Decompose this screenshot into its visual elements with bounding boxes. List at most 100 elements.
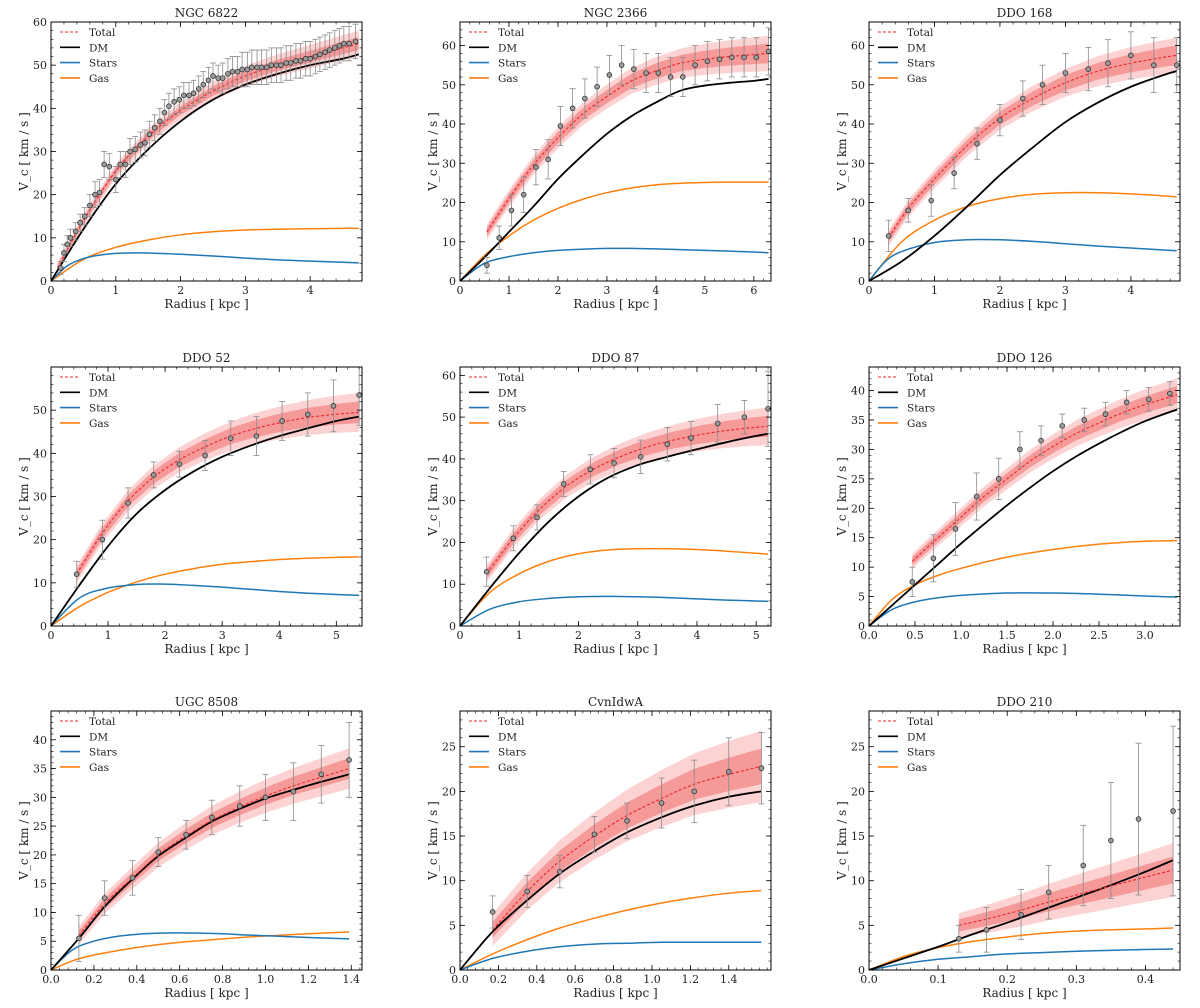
data-point (1080, 862, 1087, 869)
y-axis-label: V_c [ km / s ] (426, 457, 440, 537)
data-point (146, 131, 153, 138)
x-tick-label: 0 (48, 629, 55, 642)
data-point (96, 189, 103, 196)
legend-label-total: Total (89, 716, 116, 728)
legend-label-gas: Gas (498, 73, 518, 85)
y-tick-label: 5 (858, 919, 865, 932)
x-tick-label: 4 (307, 284, 314, 297)
data-point (1145, 396, 1152, 403)
dm-curve (51, 415, 360, 626)
x-tick-label: 0.6 (171, 973, 189, 986)
data-point (667, 74, 674, 80)
legend: Total DM Stars Gas (469, 27, 526, 85)
legend: Total DM Stars Gas (878, 716, 935, 774)
data-point (166, 103, 172, 109)
legend-label-stars: Stars (907, 747, 935, 759)
legend-label-total: Total (907, 372, 934, 384)
data-point (244, 66, 251, 73)
x-tick-label: 0.4 (1137, 973, 1155, 986)
y-tick-label: 40 (33, 734, 47, 747)
panel-title: DDO 87 (591, 351, 639, 365)
plot-area (51, 367, 362, 626)
data-point (352, 38, 359, 45)
y-tick-label: 0 (40, 620, 47, 633)
total-curve (56, 43, 359, 269)
data-point (150, 472, 157, 478)
x-tick-label: 0.8 (605, 973, 623, 986)
data-point (200, 81, 207, 88)
gas-curve (460, 181, 769, 281)
data-point (171, 99, 177, 105)
x-axis-label: Radius [ kpc ] (164, 297, 248, 311)
data-point (496, 235, 502, 241)
data-point (57, 265, 64, 271)
data-point (1173, 62, 1180, 68)
y-tick-label: 15 (442, 830, 456, 843)
legend-label-total: Total (89, 27, 116, 39)
data-point (1167, 390, 1173, 397)
data-point (318, 771, 325, 778)
panel-title: DDO 168 (997, 6, 1053, 20)
data-point (973, 493, 980, 500)
data-point (132, 146, 139, 153)
x-tick-label: 2 (162, 629, 169, 642)
data-point (330, 403, 337, 409)
x-tick-label: 1 (505, 284, 512, 297)
data-point (1135, 816, 1142, 822)
y-tick-label: 40 (442, 118, 456, 131)
data-point (125, 500, 131, 506)
y-axis-label: V_c [ km / s ] (835, 112, 849, 192)
data-point (227, 435, 234, 442)
x-tick-label: 4 (1127, 284, 1134, 297)
y-tick-label: 20 (442, 197, 456, 210)
data-point (952, 526, 959, 532)
data-point (142, 140, 148, 146)
axes-frame (868, 710, 1181, 971)
data-point (637, 454, 644, 460)
y-axis-label: V_c [ km / s ] (17, 112, 31, 192)
y-tick-label: 20 (851, 502, 865, 515)
y-axis-label: V_c [ km / s ] (426, 112, 440, 192)
data-point (106, 163, 113, 170)
x-tick-label: 2.0 (1044, 629, 1062, 642)
data-point (190, 90, 197, 97)
data-point (202, 452, 208, 459)
gas-curve (869, 191, 1177, 281)
data-point (210, 73, 216, 79)
y-tick-label: 20 (33, 534, 47, 547)
legend-label-stars: Stars (89, 403, 117, 415)
legend-label-total: Total (498, 27, 525, 39)
data-point (1081, 417, 1088, 423)
y-tick-label: 30 (851, 157, 865, 170)
y-tick-label: 35 (851, 414, 865, 427)
x-tick-label: 2 (575, 629, 582, 642)
x-tick-label: 0.0 (860, 629, 878, 642)
legend: Total DM Stars Gas (878, 27, 935, 85)
data-point (691, 788, 698, 795)
data-point (758, 765, 765, 771)
x-tick-label: 1.2 (300, 973, 318, 986)
x-tick-label: 5 (333, 629, 340, 642)
axes-frame (459, 366, 772, 627)
x-tick-label: 0 (866, 284, 873, 297)
data-point (137, 142, 144, 148)
gas-curve (51, 556, 360, 626)
data-point (606, 72, 613, 78)
y-axis-label: V_c [ km / s ] (426, 801, 440, 881)
stars-curve (869, 592, 1178, 626)
data-point (1123, 399, 1130, 406)
y-tick-label: 30 (442, 495, 456, 508)
data-point (161, 109, 168, 116)
x-tick-label: 2 (554, 284, 561, 297)
y-axis-label: V_c [ km / s ] (835, 457, 849, 537)
x-tick-label: 0.1 (929, 973, 947, 986)
y-axis-label: V_c [ km / s ] (17, 457, 31, 537)
panel-title: DDO 210 (997, 695, 1053, 709)
stars-curve (51, 583, 360, 626)
y-axis-label: V_c [ km / s ] (17, 801, 31, 881)
legend-label-gas: Gas (907, 73, 927, 85)
data-point (183, 831, 189, 838)
legend-label-gas: Gas (498, 762, 518, 774)
